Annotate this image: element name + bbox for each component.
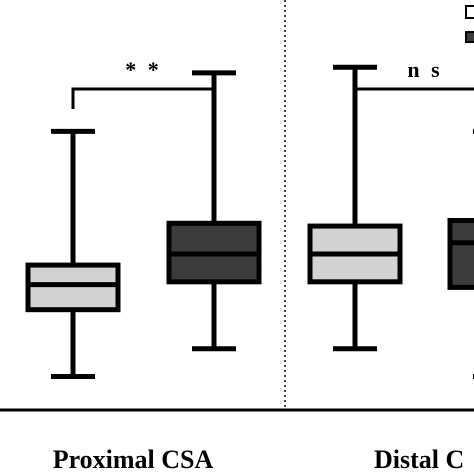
category-label-distal: Distal C [374, 445, 464, 474]
legend-swatch-dark [465, 31, 474, 43]
significance-bracket-distal: n s [353, 57, 474, 109]
bracket-line [71, 87, 216, 109]
box-dark-proximal [166, 70, 262, 352]
box-light-proximal [25, 128, 121, 380]
box-iqr [447, 218, 474, 290]
box-light-distal [307, 64, 403, 352]
significance-label: * * [125, 57, 162, 82]
box-iqr [25, 262, 121, 313]
significance-label: n s [407, 57, 442, 82]
category-label-proximal: Proximal CSA [53, 445, 214, 474]
plot-frame [0, 408, 474, 412]
bracket-line [353, 87, 474, 109]
legend-swatch-light [465, 5, 474, 19]
significance-bracket-proximal: * * [71, 57, 216, 109]
box-dark-distal [447, 128, 474, 380]
